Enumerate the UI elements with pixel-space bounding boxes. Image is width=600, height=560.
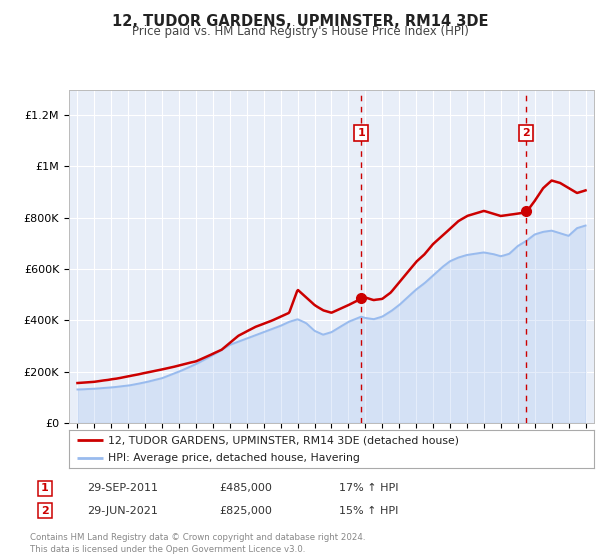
Text: 17% ↑ HPI: 17% ↑ HPI bbox=[339, 483, 398, 493]
Text: Contains HM Land Registry data © Crown copyright and database right 2024.: Contains HM Land Registry data © Crown c… bbox=[30, 533, 365, 542]
Text: 1: 1 bbox=[357, 128, 365, 138]
Text: 15% ↑ HPI: 15% ↑ HPI bbox=[339, 506, 398, 516]
Text: £825,000: £825,000 bbox=[219, 506, 272, 516]
Text: 12, TUDOR GARDENS, UPMINSTER, RM14 3DE (detached house): 12, TUDOR GARDENS, UPMINSTER, RM14 3DE (… bbox=[109, 435, 460, 445]
Text: Price paid vs. HM Land Registry's House Price Index (HPI): Price paid vs. HM Land Registry's House … bbox=[131, 25, 469, 38]
Text: This data is licensed under the Open Government Licence v3.0.: This data is licensed under the Open Gov… bbox=[30, 545, 305, 554]
Text: 1: 1 bbox=[41, 483, 49, 493]
Text: 29-SEP-2011: 29-SEP-2011 bbox=[87, 483, 158, 493]
Text: HPI: Average price, detached house, Havering: HPI: Average price, detached house, Have… bbox=[109, 453, 360, 463]
Text: 2: 2 bbox=[41, 506, 49, 516]
Text: 29-JUN-2021: 29-JUN-2021 bbox=[87, 506, 158, 516]
Text: 2: 2 bbox=[523, 128, 530, 138]
Text: 12, TUDOR GARDENS, UPMINSTER, RM14 3DE: 12, TUDOR GARDENS, UPMINSTER, RM14 3DE bbox=[112, 14, 488, 29]
Text: £485,000: £485,000 bbox=[219, 483, 272, 493]
